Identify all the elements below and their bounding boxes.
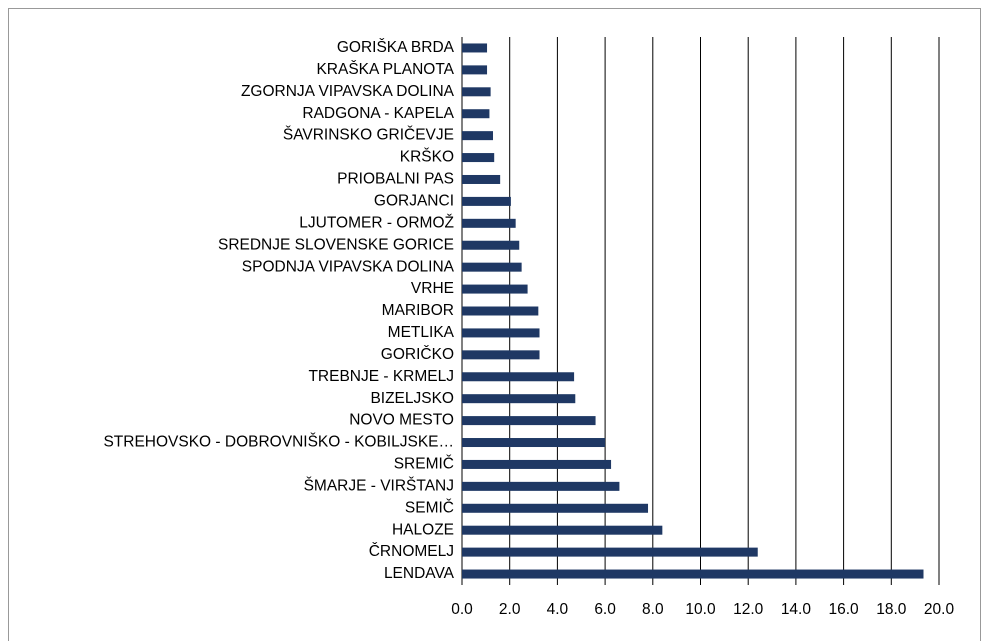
y-tick-label: BIZELJSKO xyxy=(370,390,454,407)
bar xyxy=(462,459,612,469)
y-tick-label: KRŠKO xyxy=(400,149,454,166)
y-tick-label: MARIBOR xyxy=(382,302,454,319)
y-tick-label: NOVO MESTO xyxy=(349,412,454,429)
y-tick-label: PRIOBALNI PAS xyxy=(337,171,454,188)
y-tick-label: HALOZE xyxy=(392,521,454,538)
x-tick-label: 20.0 xyxy=(924,601,955,618)
bar xyxy=(462,328,540,338)
bar xyxy=(462,65,488,75)
y-tick-label: GORIŠKA BRDA xyxy=(337,39,455,56)
bar xyxy=(462,109,490,119)
y-tick-label: GORIČKO xyxy=(381,346,454,363)
y-tick-label: ŠAVRINSKO GRIČEVJE xyxy=(283,127,454,144)
bar xyxy=(462,43,488,53)
bar xyxy=(462,153,495,163)
x-tick-label: 0.0 xyxy=(451,601,473,618)
bar xyxy=(462,218,516,228)
y-tick-label: SREMIČ xyxy=(394,456,454,473)
y-tick-label: ZGORNJA VIPAVSKA DOLINA xyxy=(241,83,455,100)
x-tick-label: 2.0 xyxy=(499,601,521,618)
y-tick-label: LJUTOMER - ORMOŽ xyxy=(299,214,454,231)
x-tick-label: 16.0 xyxy=(829,601,860,618)
x-tick-label: 4.0 xyxy=(547,601,569,618)
y-tick-label: VRHE xyxy=(411,280,454,297)
y-tick-label: SPODNJA VIPAVSKA DOLINA xyxy=(242,258,455,275)
y-tick-label: SEMIČ xyxy=(405,499,454,516)
bar xyxy=(462,503,649,513)
bar xyxy=(462,438,606,448)
bar xyxy=(462,569,924,579)
bar xyxy=(462,547,758,557)
y-tick-label: METLIKA xyxy=(388,324,455,341)
bar xyxy=(462,416,596,426)
y-tick-label: ŠMARJE - VIRŠTANJ xyxy=(304,477,454,494)
chart-frame xyxy=(8,8,981,641)
bar xyxy=(462,525,663,535)
bar xyxy=(462,394,576,404)
bar xyxy=(462,350,540,360)
x-tick-label: 6.0 xyxy=(594,601,616,618)
bar xyxy=(462,196,511,206)
bar xyxy=(462,284,528,294)
y-tick-label: STREHOVSKO - DOBROVNIŠKO - KOBILJSKE… xyxy=(103,434,454,451)
y-tick-label: KRAŠKA PLANOTA xyxy=(316,61,454,78)
x-tick-label: 18.0 xyxy=(876,601,907,618)
bar xyxy=(462,240,520,250)
y-tick-label: LENDAVA xyxy=(384,565,455,582)
x-tick-label: 10.0 xyxy=(685,601,716,618)
y-tick-label: GORJANCI xyxy=(374,192,454,209)
x-tick-label: 14.0 xyxy=(781,601,812,618)
y-tick-label: RADGONA - KAPELA xyxy=(302,105,454,122)
x-tick-label: 8.0 xyxy=(642,601,664,618)
bar xyxy=(462,174,501,184)
bar xyxy=(462,306,539,316)
x-tick-label: 12.0 xyxy=(733,601,764,618)
bar xyxy=(462,372,575,382)
bar xyxy=(462,262,522,272)
bar xyxy=(462,131,494,141)
y-tick-label: TREBNJE - KRMELJ xyxy=(308,368,454,385)
y-tick-label: ČRNOMELJ xyxy=(369,543,454,560)
bar xyxy=(462,481,620,491)
y-tick-label: SREDNJE SLOVENSKE GORICE xyxy=(218,236,454,253)
bar xyxy=(462,87,491,97)
